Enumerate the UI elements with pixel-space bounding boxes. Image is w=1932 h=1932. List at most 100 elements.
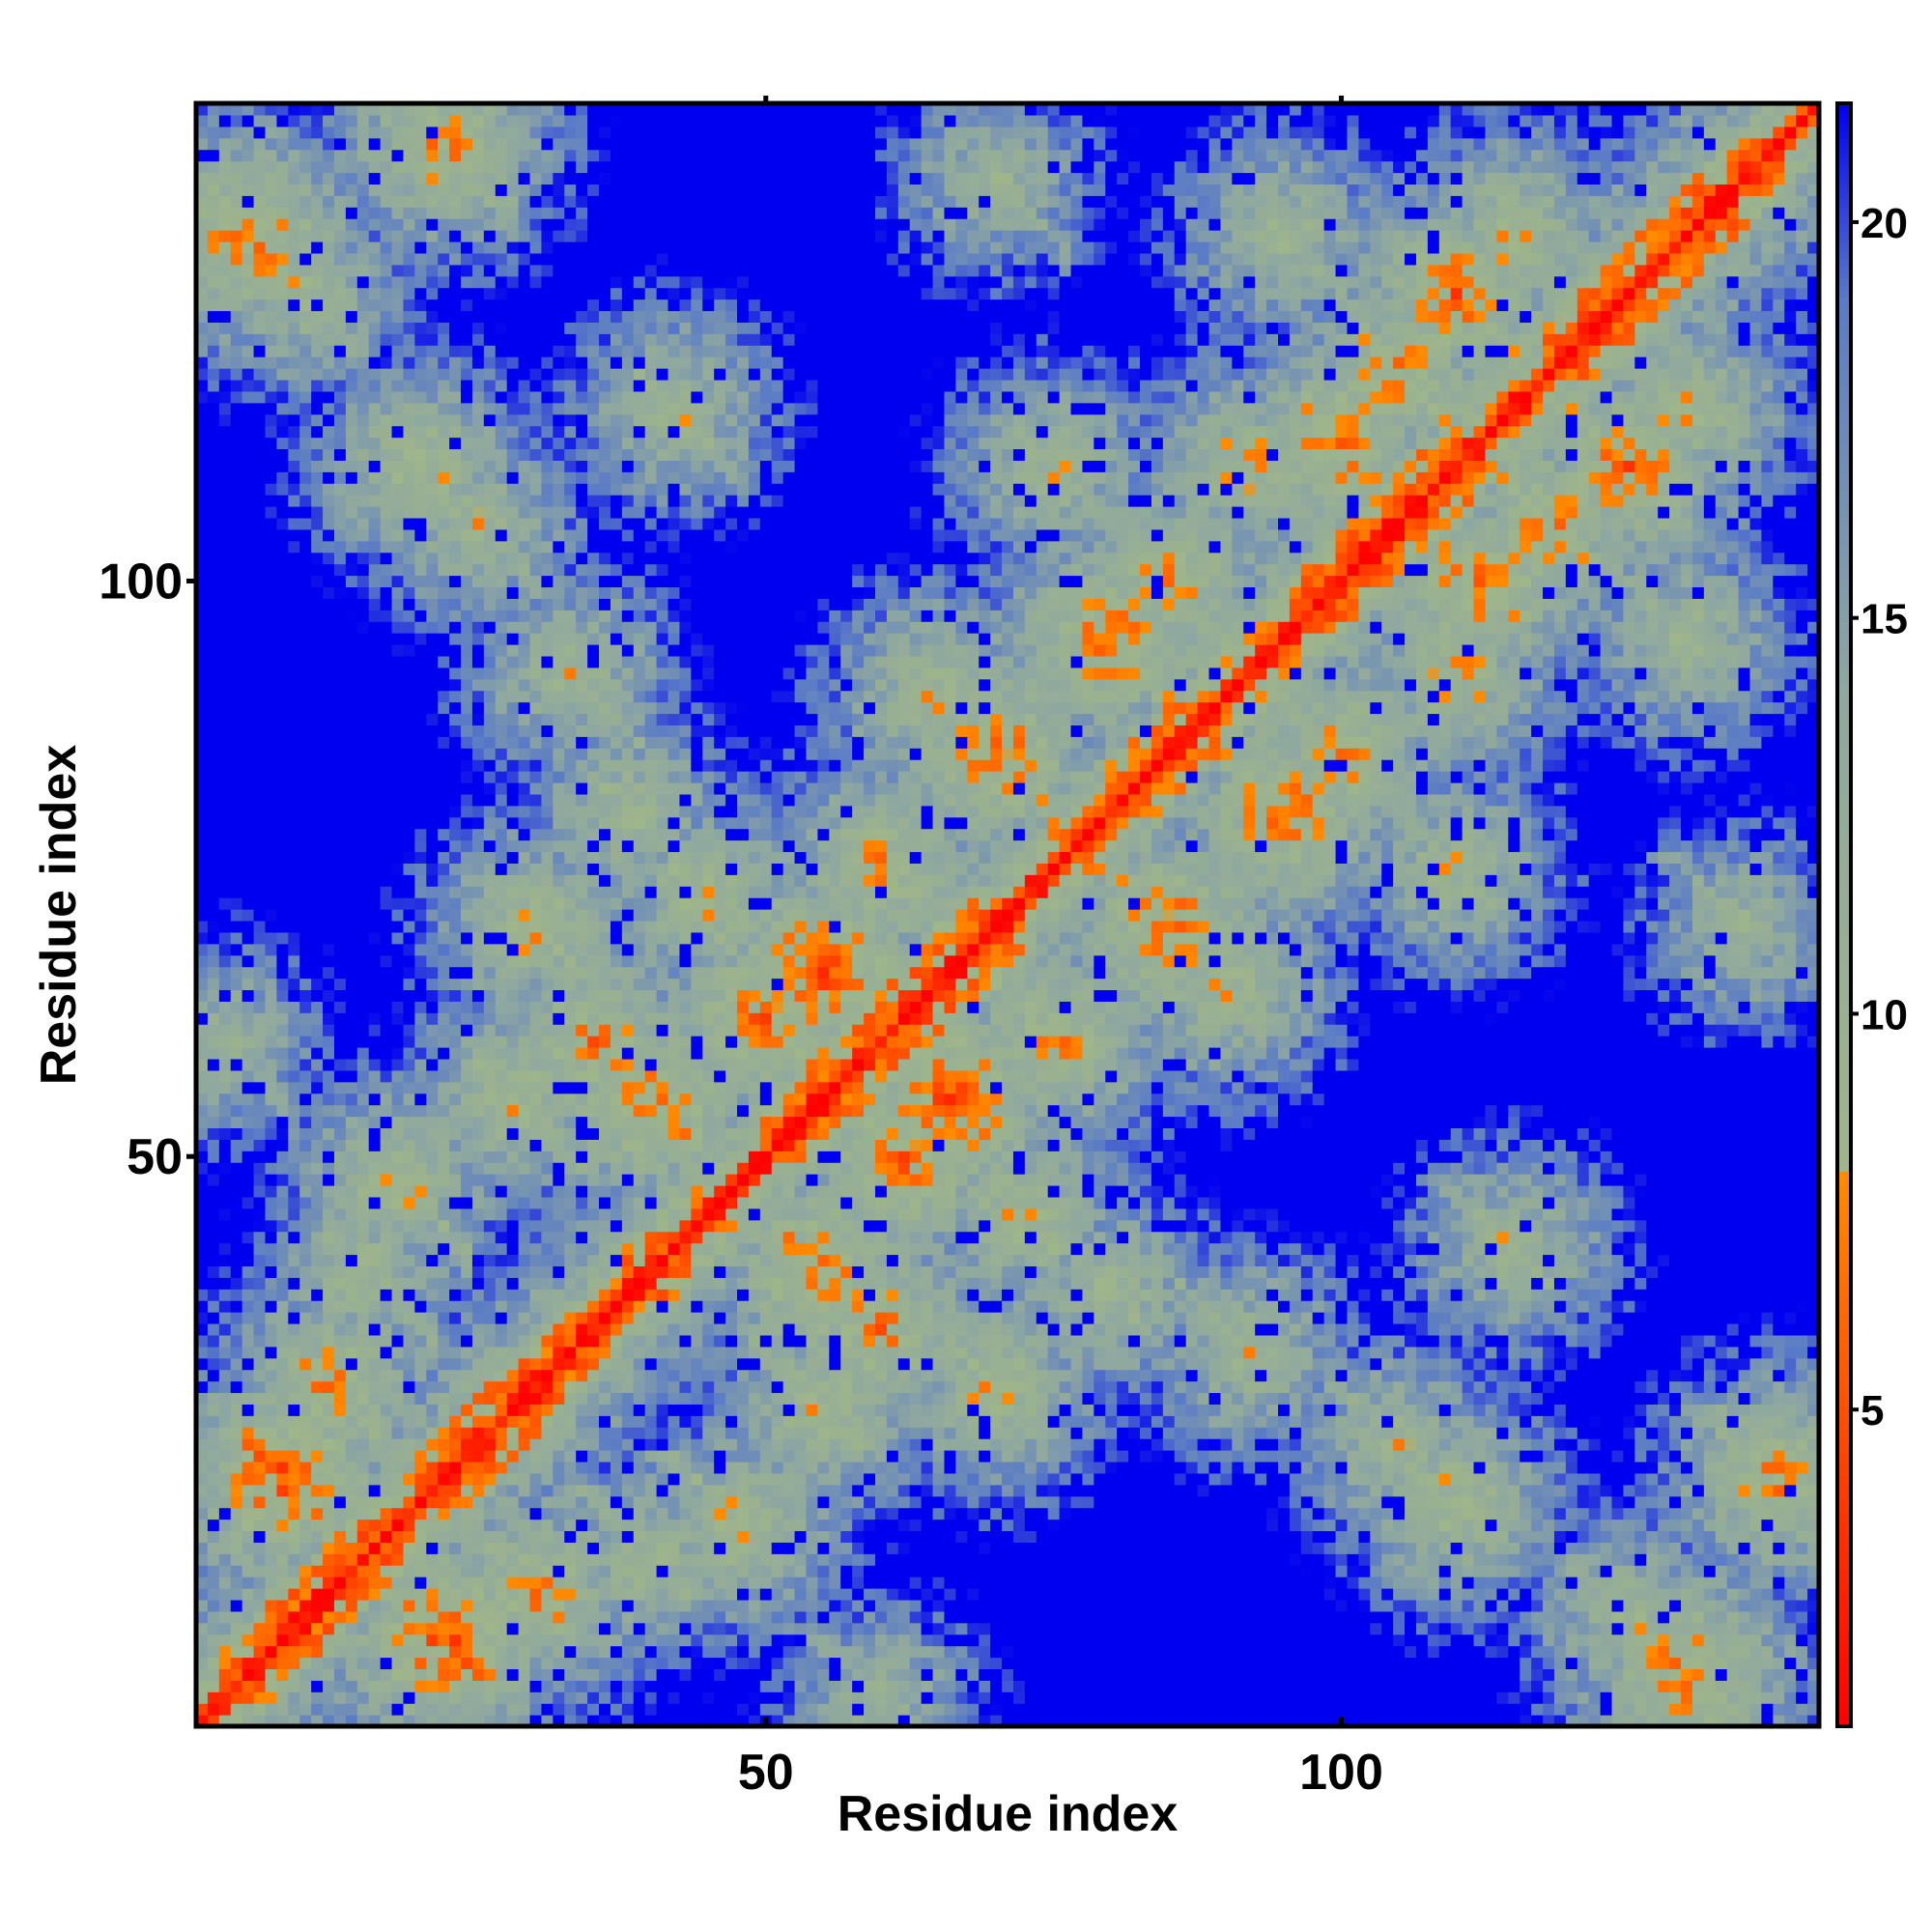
heatmap-cell xyxy=(599,1208,611,1221)
heatmap-cell xyxy=(288,679,300,692)
heatmap-cell xyxy=(323,195,335,208)
heatmap-cell xyxy=(242,598,255,611)
heatmap-cell xyxy=(530,1623,543,1635)
heatmap-cell xyxy=(403,1312,415,1324)
heatmap-cell xyxy=(484,1520,497,1532)
heatmap-cell xyxy=(208,1185,220,1198)
heatmap-cell xyxy=(403,218,415,231)
heatmap-cell xyxy=(208,782,220,795)
heatmap-cell xyxy=(369,1185,382,1198)
heatmap-cell xyxy=(472,1208,485,1221)
heatmap-cell xyxy=(472,1703,485,1716)
heatmap-cell xyxy=(323,310,335,323)
heatmap-cell xyxy=(299,886,312,898)
heatmap-cell xyxy=(208,702,220,715)
heatmap-cell xyxy=(231,380,243,392)
heatmap-cell xyxy=(576,495,588,507)
heatmap-cell xyxy=(461,438,473,450)
heatmap-cell xyxy=(265,840,277,853)
heatmap-cell xyxy=(208,448,220,461)
heatmap-cell xyxy=(381,1082,393,1094)
heatmap-cell xyxy=(553,1001,565,1013)
heatmap-cell xyxy=(449,391,462,404)
heatmap-cell xyxy=(496,414,508,427)
heatmap-cell xyxy=(276,322,289,334)
heatmap-cell xyxy=(311,1530,324,1543)
heatmap-cell xyxy=(507,161,520,174)
heatmap-cell xyxy=(438,345,450,357)
heatmap-cell xyxy=(449,150,462,162)
heatmap-cell xyxy=(461,299,473,312)
heatmap-cell xyxy=(323,679,335,692)
heatmap-cell xyxy=(496,1381,508,1394)
heatmap-cell xyxy=(599,1381,611,1394)
heatmap-cell xyxy=(242,944,255,956)
heatmap-cell xyxy=(242,691,255,703)
heatmap-cell xyxy=(541,299,554,312)
heatmap-cell xyxy=(403,817,415,830)
heatmap-cell xyxy=(438,403,450,415)
heatmap-cell xyxy=(242,1139,255,1151)
heatmap-cell xyxy=(219,1082,232,1094)
heatmap-cell xyxy=(381,483,393,496)
heatmap-cell xyxy=(311,794,324,807)
heatmap-cell xyxy=(208,817,220,830)
heatmap-cell xyxy=(461,644,473,657)
heatmap-cell xyxy=(276,1117,289,1129)
heatmap-cell xyxy=(414,1370,427,1382)
heatmap-cell xyxy=(541,1174,554,1186)
heatmap-cell xyxy=(564,438,577,450)
heatmap-cell xyxy=(449,553,462,565)
heatmap-cell xyxy=(564,1151,577,1163)
heatmap-cell xyxy=(426,644,439,657)
heatmap-cell xyxy=(231,656,243,668)
heatmap-cell xyxy=(472,322,485,334)
heatmap-cell xyxy=(564,1323,577,1336)
heatmap-cell xyxy=(449,1542,462,1554)
heatmap-cell xyxy=(346,806,358,818)
heatmap-cell xyxy=(461,1415,473,1428)
heatmap-cell xyxy=(484,840,497,853)
heatmap-cell xyxy=(323,1300,335,1313)
heatmap-cell xyxy=(311,161,324,174)
heatmap-cell xyxy=(254,1381,267,1394)
heatmap-cell xyxy=(231,564,243,577)
heatmap-cell xyxy=(484,115,497,128)
heatmap-cell xyxy=(576,414,588,427)
heatmap-cell xyxy=(381,829,393,841)
heatmap-cell xyxy=(299,702,312,715)
heatmap-cell xyxy=(496,1289,508,1301)
heatmap-cell xyxy=(346,1370,358,1382)
heatmap-cell xyxy=(449,944,462,956)
heatmap-cell xyxy=(357,1197,370,1209)
heatmap-cell xyxy=(381,1691,393,1704)
heatmap-cell xyxy=(334,553,347,565)
heatmap-cell xyxy=(254,518,267,530)
heatmap-cell xyxy=(357,955,370,968)
heatmap-cell xyxy=(576,1427,588,1439)
heatmap-cell xyxy=(484,218,497,231)
heatmap-cell xyxy=(208,403,220,415)
heatmap-cell xyxy=(323,736,335,749)
heatmap-cell xyxy=(323,1450,335,1463)
heatmap-cell xyxy=(541,1220,554,1233)
heatmap-cell xyxy=(357,1530,370,1543)
heatmap-cell xyxy=(449,1691,462,1704)
heatmap-cell xyxy=(276,1646,289,1659)
heatmap-cell xyxy=(357,1658,370,1670)
heatmap-cell xyxy=(369,1139,382,1151)
heatmap-cell xyxy=(587,1473,600,1486)
heatmap-cell xyxy=(219,1174,232,1186)
heatmap-cell xyxy=(541,1232,554,1244)
heatmap-cell xyxy=(438,1577,450,1589)
heatmap-cell xyxy=(576,1323,588,1336)
heatmap-cell xyxy=(242,391,255,404)
heatmap-cell xyxy=(530,1277,543,1290)
heatmap-cell xyxy=(254,1658,267,1670)
heatmap-cell xyxy=(254,1070,267,1083)
heatmap-cell xyxy=(381,161,393,174)
heatmap-cell xyxy=(576,1588,588,1601)
heatmap-cell xyxy=(323,1151,335,1163)
heatmap-cell xyxy=(357,610,370,622)
heatmap-cell xyxy=(323,1703,335,1716)
